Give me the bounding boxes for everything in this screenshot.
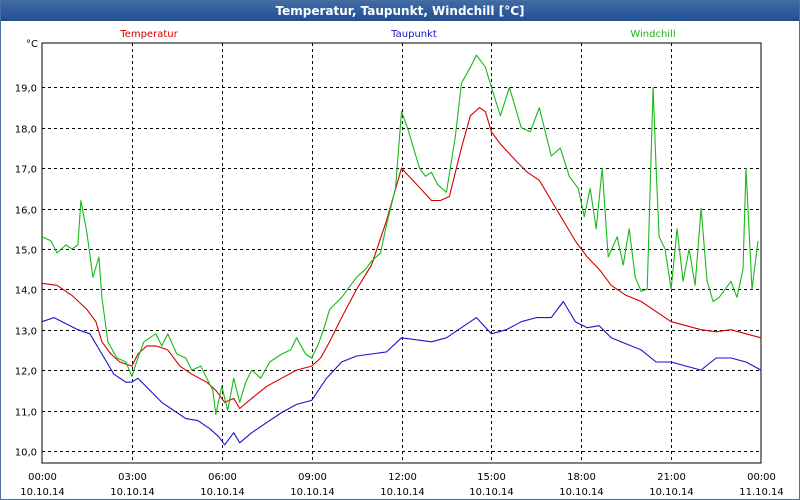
series-line-windchill: [41, 54, 759, 416]
x-tick-date: 10.10.14: [200, 487, 245, 498]
y-tick-label: 10,0: [15, 448, 37, 459]
series-line-taupunkt: [41, 300, 762, 446]
x-tick-date: 10.10.14: [290, 487, 335, 498]
x-tick-date: 10.10.14: [110, 487, 155, 498]
y-tick-label: 19,0: [15, 84, 37, 95]
x-tick-time: 21:00: [657, 472, 686, 483]
plot-area: [41, 42, 762, 464]
x-tick-date: 11.10.14: [739, 487, 784, 498]
y-tick-label: 13,0: [15, 327, 37, 338]
y-tick-label: 11,0: [15, 408, 37, 419]
x-tick-time: 00:00: [28, 472, 57, 483]
x-tick-time: 12:00: [388, 472, 417, 483]
x-tick-time: 03:00: [118, 472, 147, 483]
series-line-temperatur: [41, 107, 762, 410]
x-tick-date: 10.10.14: [20, 487, 65, 498]
legend-taupunkt: Taupunkt: [390, 29, 437, 40]
x-tick-time: 06:00: [208, 472, 237, 483]
x-tick-date: 10.10.14: [649, 487, 694, 498]
y-axis-label: °C: [26, 39, 38, 50]
x-tick-time: 15:00: [477, 472, 506, 483]
x-tick-time: 09:00: [298, 472, 327, 483]
y-tick-label: 14,0: [15, 286, 37, 297]
x-tick-time: 18:00: [567, 472, 596, 483]
x-tick-time: 00:00: [747, 472, 776, 483]
x-tick-date: 10.10.14: [469, 487, 514, 498]
legend-windchill: Windchill: [630, 29, 675, 40]
y-tick-label: 16,0: [15, 206, 37, 217]
x-tick-date: 10.10.14: [380, 487, 425, 498]
y-tick-label: 15,0: [15, 246, 37, 257]
x-tick-date: 10.10.14: [559, 487, 604, 498]
y-tick-label: 18,0: [15, 125, 37, 136]
legend-temperatur: Temperatur: [119, 29, 178, 40]
y-tick-label: 17,0: [15, 165, 37, 176]
y-tick-label: 12,0: [15, 367, 37, 378]
chart-title: Temperatur, Taupunkt, Windchill [°C]: [1, 1, 799, 21]
